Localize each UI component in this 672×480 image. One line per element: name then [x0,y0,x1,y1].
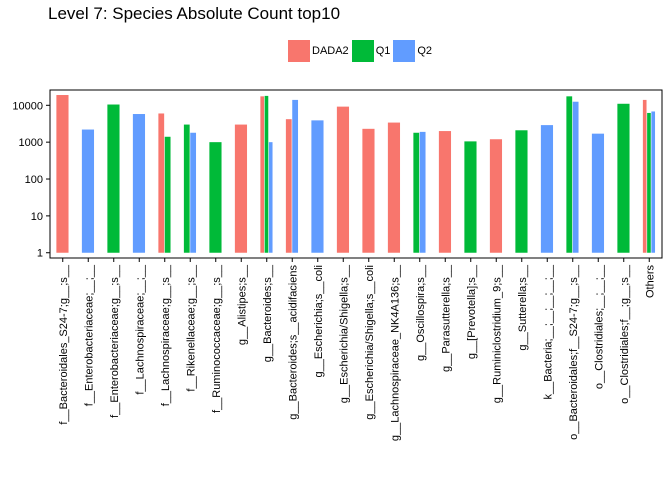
x-tick-label-19: k__Bacteria;__;__;__;__;__ [542,264,554,399]
x-tick-label-22: o__Clostridiales;f__;g__;s__ [619,264,631,404]
bar-dada2-17 [489,139,503,253]
x-tick-label-1: f__Enterobacteriaceae;__;__ [83,264,95,406]
x-tick-label-16: g__[Prevotella];s__ [466,264,478,359]
bar-q1-4 [164,136,171,253]
bar-q2-9 [292,99,299,253]
bar-q1-6 [209,142,222,253]
bar-q2-10 [311,120,324,253]
bar-q1-20 [566,96,573,253]
x-tick-label-8: g__Bacteroides;s__ [262,264,274,362]
bar-dada2-15 [438,131,452,253]
bar-q1-5 [183,124,190,253]
bar-q2-14 [419,131,426,253]
x-tick-label-21: o__Clostridiales;__;__;__ [593,264,605,389]
legend-swatch-q2 [393,40,416,62]
bar-q1-22 [617,103,630,253]
bar-q1-23 [647,112,651,253]
bar-q2-5 [190,132,197,253]
x-tick-label-9: g__Bacteroides;s__acidifaciens [287,265,299,420]
legend-item-q2: Q2 [393,40,434,62]
x-tick-label-18: g__Sutterella;s__ [517,264,529,350]
legend-swatch-dada2 [288,40,310,62]
x-tick-label-3: f__Lachnospiraceae;__;__ [134,264,146,395]
bar-dada2-7 [234,124,248,253]
bar-dada2-23 [642,99,647,253]
bar-q1-2 [107,104,120,253]
bar-dada2-11 [336,106,350,253]
bar-dada2-8 [260,96,265,253]
y-tick-label-0: 1 [37,248,43,260]
chart-title: Level 7: Species Absolute Count top10 [48,4,341,23]
x-tick-label-4: f__Lachnospiraceae;g__;s__ [160,264,172,406]
x-tick-label-6: f__Ruminococcaceae;g__;s__ [211,264,223,413]
x-tick-label-12: g__Escherichia/Shigella;s__coli [364,265,376,420]
x-tick-label-17: g__Ruminiclostridium_9;s__ [491,264,503,403]
y-tick-label-2: 100 [25,174,43,186]
bar-q1-8 [264,95,269,253]
x-tick-label-5: f__Rikenellaceae;g__;s__ [185,264,197,391]
bar-q1-14 [413,132,420,253]
bar-dada2-4 [158,113,165,253]
bar-q2-20 [572,101,579,253]
legend-item-dada2: DADA2 [288,40,351,62]
bar-q2-21 [591,133,605,253]
bar-q1-18 [515,130,528,253]
x-tick-label-2: f__Enterobacteriaceae;g__;s__ [109,264,121,418]
x-tick-label-11: g__Escherichia/Shigella;s__ [338,264,350,403]
x-tick-label-20: o__Bacteroidales;f__S24-7;g__;s__ [568,264,580,440]
legend-label-dada2: DADA2 [312,45,349,57]
y-tick-label-3: 1000 [19,137,43,149]
legend-swatch-q1 [351,40,374,62]
y-tick-label-1: 10 [31,211,43,223]
x-tick-label-10: g__Escherichia;s__coli [313,265,325,378]
bar-q2-23 [651,111,656,253]
legend-item-q1: Q1 [351,40,393,62]
legend-label-q1: Q1 [375,45,391,57]
bar-q1-16 [464,141,477,253]
bar-q2-19 [540,125,554,253]
x-tick-label-0: f__Bacteroidales_S24-7;g__;s__ [58,264,70,424]
x-tick-label-7: g__Alistipes;s__ [236,264,248,345]
bar-q2-8 [268,142,273,253]
x-tick-label-23: Others [644,265,656,299]
bar-q2-1 [81,129,95,253]
x-tick-label-15: g__Parasutterella;s__ [440,264,452,372]
bar-dada2-0 [56,95,69,253]
x-tick-label-14: g__Oscillospira;s__ [415,264,427,361]
bar-dada2-12 [362,128,375,253]
y-tick-label-4: 10000 [12,100,43,112]
legend-label-q2: Q2 [417,45,433,57]
bar-q2-3 [132,114,146,253]
x-tick-label-13: g__Lachnospiraceae_NK4A136;s__ [389,264,401,441]
legend: DADA2 Q1 Q2 [288,40,435,62]
plot-panel [49,89,663,259]
bar-dada2-13 [387,122,401,253]
bar-dada2-9 [285,119,292,253]
